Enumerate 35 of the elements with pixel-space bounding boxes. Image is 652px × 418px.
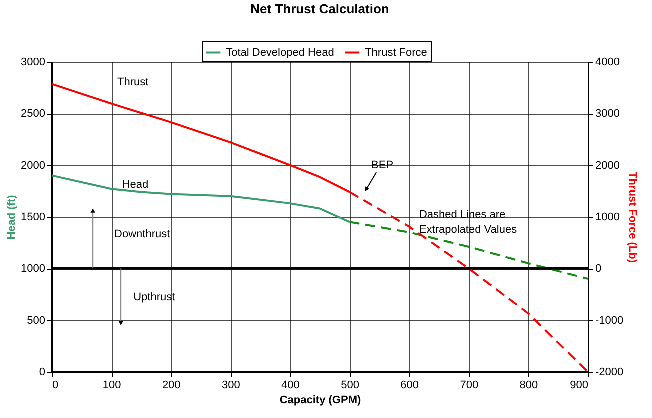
legend-label: Thrust Force — [365, 46, 428, 59]
x-tick-label: 200 — [162, 380, 181, 392]
y-tick-label: 2000 — [21, 160, 46, 172]
annotation: Downthrust — [114, 228, 170, 241]
x-tick-label: 100 — [102, 380, 122, 392]
y2-tick-label: -1000 — [596, 314, 624, 327]
x-tick-label: 0 — [52, 380, 59, 392]
x-tick-label: 800 — [520, 380, 538, 392]
y-tick-label: 3000 — [21, 56, 46, 68]
y-tick-label: 1000 — [21, 263, 46, 276]
y2-tick-label: 3000 — [596, 108, 620, 120]
y2-tick-label: -2000 — [596, 366, 624, 378]
x-tick-label: 400 — [282, 380, 300, 392]
annotation: Head — [122, 178, 149, 191]
x-tick-label: 700 — [460, 380, 479, 392]
annotation: Thrust — [118, 76, 149, 89]
chart-title: Net Thrust Calculation — [250, 2, 390, 16]
x-tick-label: 500 — [341, 380, 360, 392]
y2-tick-label: 1000 — [596, 212, 620, 224]
y-axis-title: Head (ft) — [6, 194, 18, 240]
y2-tick-label: 0 — [596, 263, 602, 276]
x-tick-label: 300 — [222, 380, 240, 392]
y2-axis-title: Thrust Force (Lb) — [626, 172, 639, 264]
x-axis-title: Capacity (GPM) — [280, 394, 362, 406]
y-tick-label: 1500 — [21, 212, 46, 224]
y-tick-label: 0 — [39, 366, 46, 378]
line-series — [348, 221, 589, 280]
line-series — [51, 174, 351, 224]
y2-tick-label: 4000 — [596, 56, 620, 68]
y-tick-label: 2500 — [21, 108, 46, 120]
x-tick-label: 600 — [400, 380, 420, 392]
legend-label: Total Developed Head — [226, 46, 334, 59]
x-tick-label: 900 — [570, 380, 588, 392]
y2-tick-label: 2000 — [596, 160, 620, 172]
y-tick-label: 500 — [27, 314, 46, 327]
